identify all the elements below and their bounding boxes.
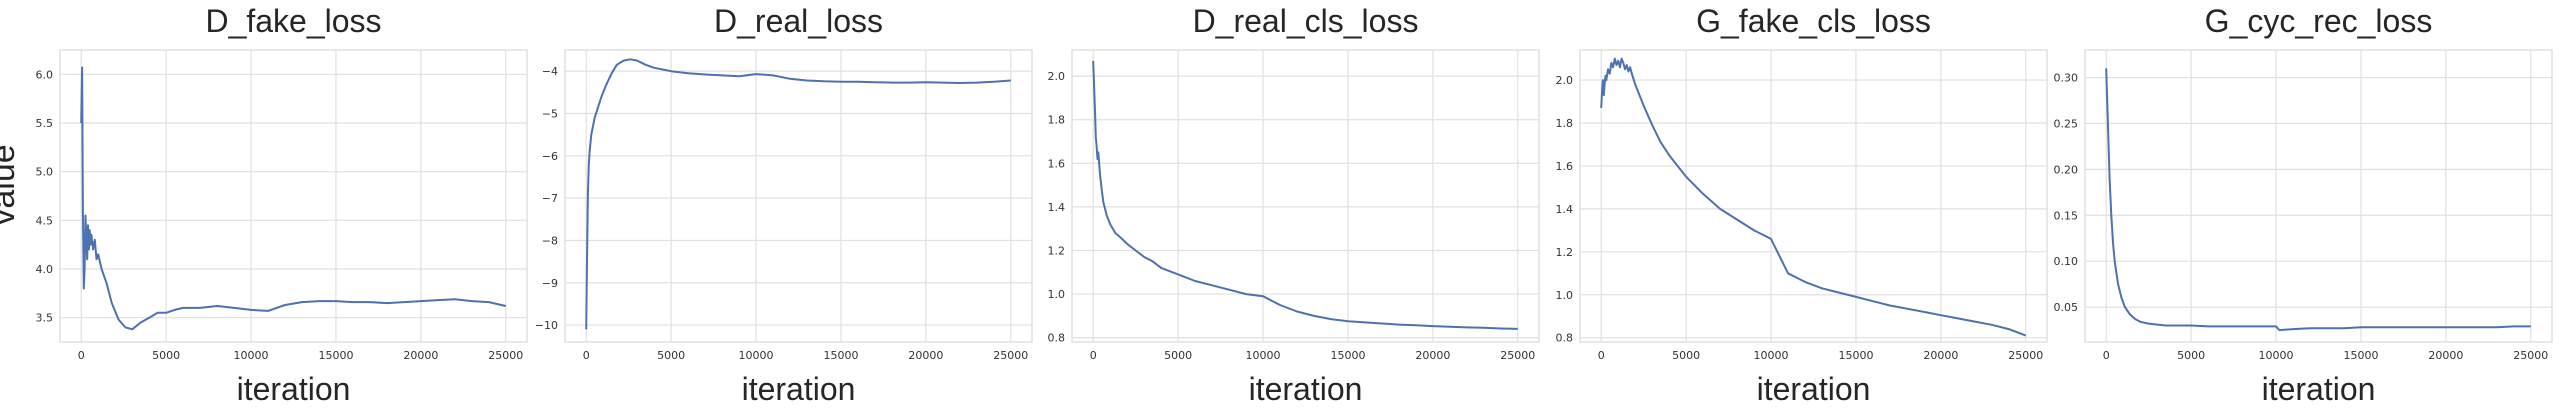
chart-panel-5: 0 5000 10000 15000 20000 25000 0.05 0.10 0.15 0.2… xyxy=(2054,3,2553,407)
y-tick-label: 1.4 xyxy=(1556,203,1574,216)
x-tick-label: 5000 xyxy=(2177,349,2205,362)
x-axis-label: iteration xyxy=(237,371,351,407)
y-tick-label: 4.0 xyxy=(36,263,54,276)
plot-area xyxy=(2084,49,2553,343)
chart-panel-3: 0 5000 10000 15000 20000 25000 0.8 1.0 1.2 1.4 1.6… xyxy=(1048,3,1540,407)
y-tick-label: 0.10 xyxy=(2054,255,2079,268)
y-tick-label: 0.8 xyxy=(1048,332,1066,345)
chart-title: D_real_cls_loss xyxy=(1193,3,1419,39)
y-tick-label: 0.15 xyxy=(2054,209,2079,222)
y-tick-label: 4.5 xyxy=(36,214,54,227)
x-tick-label: 0 xyxy=(583,349,590,362)
x-axis-label: iteration xyxy=(1249,371,1363,407)
x-tick-label: 10000 xyxy=(739,349,774,362)
y-tick-label: 6.0 xyxy=(36,68,54,81)
x-tick-label: 20000 xyxy=(1923,349,1958,362)
y-tick-label: 3.5 xyxy=(36,312,54,325)
x-tick-label: 20000 xyxy=(1415,349,1450,362)
x-tick-label: 10000 xyxy=(1246,349,1281,362)
y-tick-label: 2.0 xyxy=(1048,70,1066,83)
y-tick-label: −6 xyxy=(542,150,558,163)
y-tick-label: 1.2 xyxy=(1556,246,1574,259)
y-tick-label: −4 xyxy=(542,65,558,78)
y-tick-label: −10 xyxy=(535,319,558,332)
chart-panel-4: 0 5000 10000 15000 20000 25000 0.8 1.0 1.2 1.4 1.6… xyxy=(1556,3,2048,407)
x-tick-label: 25000 xyxy=(1500,349,1535,362)
x-tick-label: 20000 xyxy=(908,349,943,362)
y-tick-label: 0.20 xyxy=(2054,163,2079,176)
x-tick-label: 25000 xyxy=(488,349,523,362)
y-tick-label: 1.8 xyxy=(1048,114,1066,127)
series-line xyxy=(80,66,507,331)
x-tick-label: 0 xyxy=(2103,349,2110,362)
y-tick-label: −7 xyxy=(542,192,558,205)
x-tick-label: 15000 xyxy=(2343,349,2378,362)
y-tick-label: 1.0 xyxy=(1048,288,1066,301)
plot-area xyxy=(1579,49,2048,343)
x-tick-label: 5000 xyxy=(1164,349,1192,362)
plot-area xyxy=(59,49,528,343)
x-tick-label: 0 xyxy=(78,349,85,362)
x-tick-label: 10000 xyxy=(234,349,269,362)
y-axis-label: value xyxy=(0,144,22,225)
y-tick-label: 1.8 xyxy=(1556,117,1574,130)
y-tick-label: −5 xyxy=(542,107,558,120)
x-tick-label: 25000 xyxy=(2008,349,2043,362)
chart-title: G_fake_cls_loss xyxy=(1696,3,1931,39)
plot-area xyxy=(564,49,1033,343)
y-tick-label: 1.2 xyxy=(1048,244,1066,257)
x-tick-label: 5000 xyxy=(657,349,685,362)
chart-panel-1: 0 5000 10000 15000 20000 25000 3.5 4.0 4.5 5.0 5.5… xyxy=(36,3,528,407)
x-tick-label: 10000 xyxy=(2259,349,2294,362)
x-axis-label: iteration xyxy=(2262,371,2376,407)
y-tick-label: 2.0 xyxy=(1556,74,1574,87)
x-tick-label: 20000 xyxy=(403,349,438,362)
y-tick-label: 1.0 xyxy=(1556,289,1574,302)
y-tick-label: 1.4 xyxy=(1048,201,1066,214)
x-tick-label: 10000 xyxy=(1754,349,1789,362)
y-tick-label: −8 xyxy=(542,234,558,247)
series-line xyxy=(2105,68,2531,332)
x-tick-label: 15000 xyxy=(1838,349,1873,362)
x-axis-label: iteration xyxy=(1757,371,1871,407)
x-tick-label: 0 xyxy=(1598,349,1605,362)
y-tick-label: 5.5 xyxy=(36,117,54,130)
x-tick-label: 25000 xyxy=(2513,349,2548,362)
x-tick-label: 20000 xyxy=(2428,349,2463,362)
chart-title: D_real_loss xyxy=(714,3,883,39)
y-tick-label: 0.05 xyxy=(2054,301,2079,314)
y-tick-label: 0.25 xyxy=(2054,117,2079,130)
x-tick-label: 25000 xyxy=(993,349,1028,362)
series-line xyxy=(1092,60,1518,330)
x-tick-label: 5000 xyxy=(1672,349,1700,362)
series-line xyxy=(585,58,1011,330)
y-tick-label: 0.8 xyxy=(1556,332,1574,345)
x-tick-label: 15000 xyxy=(1330,349,1365,362)
y-tick-label: 0.30 xyxy=(2054,72,2079,85)
series-line xyxy=(1600,57,2027,337)
chart-title: G_cyc_rec_loss xyxy=(2205,3,2433,39)
x-tick-label: 5000 xyxy=(152,349,180,362)
x-axis-label: iteration xyxy=(742,371,856,407)
y-tick-label: −9 xyxy=(542,277,558,290)
x-tick-label: 15000 xyxy=(318,349,353,362)
x-tick-label: 15000 xyxy=(823,349,858,362)
chart-title: D_fake_loss xyxy=(205,3,381,39)
y-tick-label: 1.6 xyxy=(1556,160,1574,173)
x-tick-label: 0 xyxy=(1090,349,1097,362)
chart-panel-2: 0 5000 10000 15000 20000 25000 −10 −9 −8 −7 −6 −5 −4… xyxy=(535,3,1033,407)
plot-area xyxy=(1071,49,1540,343)
y-tick-label: 5.0 xyxy=(36,166,54,179)
y-tick-label: 1.6 xyxy=(1048,157,1066,170)
